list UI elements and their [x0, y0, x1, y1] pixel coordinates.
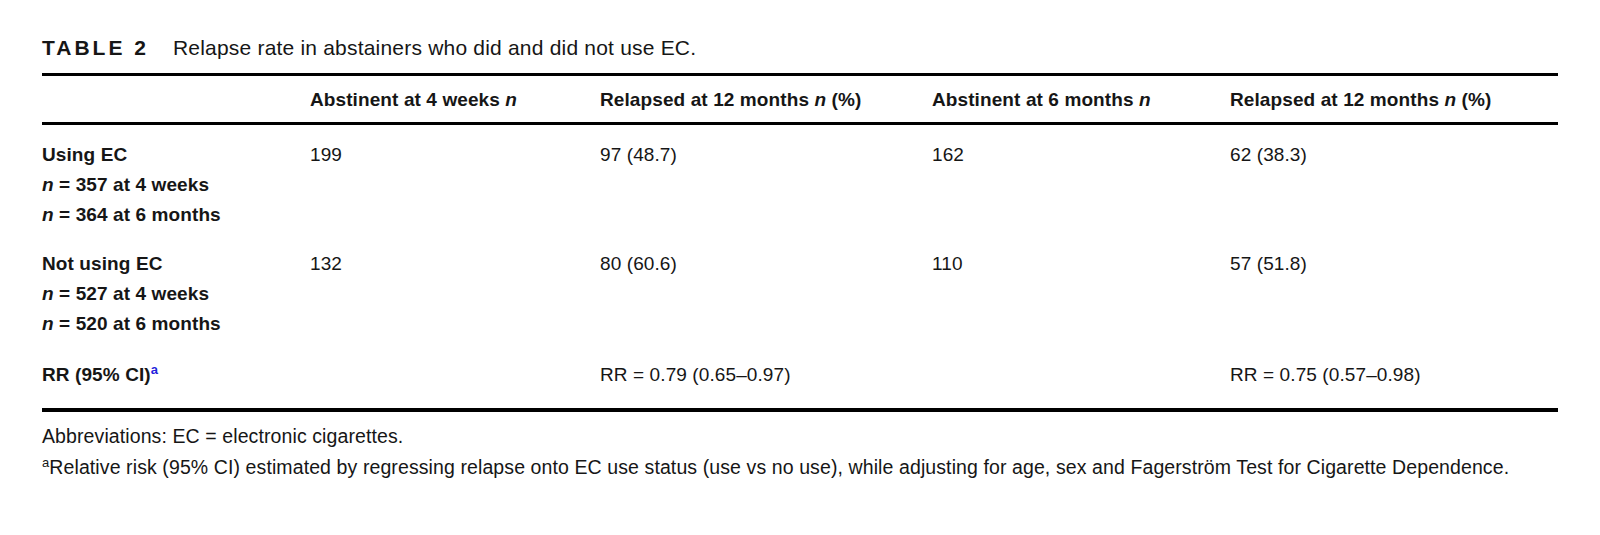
table-caption: Relapse rate in abstainers who did and d…	[173, 36, 696, 60]
cell-rr-12m-a: RR = 0.79 (0.65–0.97)	[600, 343, 932, 410]
header-text: Abstinent at 6 months	[932, 89, 1139, 110]
cell-abstinent-4w: 132	[310, 234, 600, 343]
header-n-symbol: n	[505, 89, 517, 110]
cell-relapsed-12m-a: 97 (48.7)	[600, 124, 932, 235]
n-symbol: n	[42, 174, 54, 195]
header-cell-abstinent-6m: Abstinent at 6 months n	[932, 75, 1230, 124]
header-n-symbol: n	[814, 89, 826, 110]
header-n-symbol: n	[1444, 89, 1456, 110]
row-label-subline: = 520 at 6 months	[54, 313, 221, 334]
table-row-using-ec: Using EC n = 357 at 4 weeks n = 364 at 6…	[42, 124, 1558, 235]
cell-abstinent-6m: 162	[932, 124, 1230, 235]
cell-empty	[932, 343, 1230, 410]
header-text: Relapsed at 12 months	[600, 89, 814, 110]
cell-rr-12m-b: RR = 0.75 (0.57–0.98)	[1230, 343, 1558, 410]
header-suffix: (%)	[1456, 89, 1491, 110]
cell-relapsed-12m-a: 80 (60.6)	[600, 234, 932, 343]
cell-relapsed-12m-b: 57 (51.8)	[1230, 234, 1558, 343]
header-text: Relapsed at 12 months	[1230, 89, 1444, 110]
table-number-label: TABLE 2	[42, 36, 149, 60]
header-cell-relapsed-12m-a: Relapsed at 12 months n (%)	[600, 75, 932, 124]
table-footnotes: Abbreviations: EC = electronic cigarette…	[42, 421, 1558, 483]
header-text: Abstinent at 4 weeks	[310, 89, 505, 110]
rr-label-text: RR (95% CI)	[42, 364, 151, 385]
header-cell-empty	[42, 75, 310, 124]
footnote-a-marker: a	[151, 362, 158, 377]
n-symbol: n	[42, 313, 54, 334]
row-label-title: Using EC	[42, 144, 127, 165]
n-symbol: n	[42, 204, 54, 225]
n-symbol: n	[42, 283, 54, 304]
row-label-rr: RR (95% CI)a	[42, 343, 310, 410]
cell-empty	[310, 343, 600, 410]
row-label-subline: = 527 at 4 weeks	[54, 283, 209, 304]
paper-table-figure: TABLE 2 Relapse rate in abstainers who d…	[0, 0, 1600, 483]
row-label-using-ec: Using EC n = 357 at 4 weeks n = 364 at 6…	[42, 124, 310, 235]
cell-abstinent-4w: 199	[310, 124, 600, 235]
table-row-not-using-ec: Not using EC n = 527 at 4 weeks n = 520 …	[42, 234, 1558, 343]
row-label-not-using-ec: Not using EC n = 527 at 4 weeks n = 520 …	[42, 234, 310, 343]
relapse-rate-table: Abstinent at 4 weeks n Relapsed at 12 mo…	[42, 73, 1558, 412]
table-title-row: TABLE 2 Relapse rate in abstainers who d…	[42, 36, 1558, 60]
header-cell-relapsed-12m-b: Relapsed at 12 months n (%)	[1230, 75, 1558, 124]
abbreviations-note: Abbreviations: EC = electronic cigarette…	[42, 421, 1558, 452]
table-row-rr: RR (95% CI)a RR = 0.79 (0.65–0.97) RR = …	[42, 343, 1558, 410]
cell-abstinent-6m: 110	[932, 234, 1230, 343]
table-body: Using EC n = 357 at 4 weeks n = 364 at 6…	[42, 124, 1558, 411]
header-row: Abstinent at 4 weeks n Relapsed at 12 mo…	[42, 75, 1558, 124]
header-suffix: (%)	[826, 89, 861, 110]
row-label-subline: = 357 at 4 weeks	[54, 174, 209, 195]
footnote-a: aRelative risk (95% CI) estimated by reg…	[42, 452, 1558, 483]
footnote-a-text: Relative risk (95% CI) estimated by regr…	[49, 456, 1509, 478]
table-header: Abstinent at 4 weeks n Relapsed at 12 mo…	[42, 75, 1558, 124]
cell-relapsed-12m-b: 62 (38.3)	[1230, 124, 1558, 235]
row-label-title: Not using EC	[42, 253, 162, 274]
row-label-subline: = 364 at 6 months	[54, 204, 221, 225]
header-n-symbol: n	[1139, 89, 1151, 110]
header-cell-abstinent-4w: Abstinent at 4 weeks n	[310, 75, 600, 124]
